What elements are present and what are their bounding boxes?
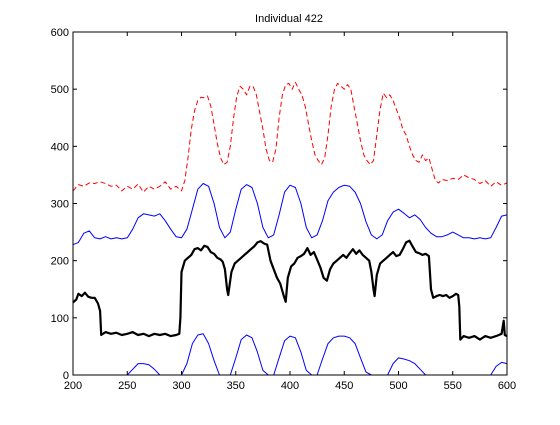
- x-tick-label: 200: [64, 380, 82, 392]
- x-tick-label: 600: [498, 380, 516, 392]
- series-line-1: [72, 81, 508, 193]
- x-tick-label: 450: [335, 380, 353, 392]
- axes-layer: 200 250 300 350 400 450 500 550 600 0 100 200 300 400…: [51, 27, 517, 392]
- plot-frame: [72, 31, 508, 376]
- series-line-4: [73, 333, 508, 376]
- x-tick-label: 350: [227, 380, 245, 392]
- y-tick-label: 0: [63, 370, 69, 382]
- chart-title: Individual 422: [255, 13, 323, 25]
- y-tick-label: 400: [51, 141, 69, 153]
- y-tick-label: 600: [51, 27, 69, 39]
- x-tick-label: 300: [172, 380, 190, 392]
- series-line-2: [72, 183, 508, 246]
- x-tick-label: 250: [118, 380, 136, 392]
- x-tick-label: 400: [281, 380, 299, 392]
- y-tick-label: 500: [51, 84, 69, 96]
- y-tick-label: 200: [51, 256, 69, 268]
- y-tick-label: 300: [51, 199, 69, 211]
- x-tick-label: 550: [444, 380, 462, 392]
- y-tick-label: 100: [51, 313, 69, 325]
- series-line-3: [72, 239, 508, 341]
- series-layer: [72, 81, 508, 376]
- x-tick-label: 500: [389, 380, 407, 392]
